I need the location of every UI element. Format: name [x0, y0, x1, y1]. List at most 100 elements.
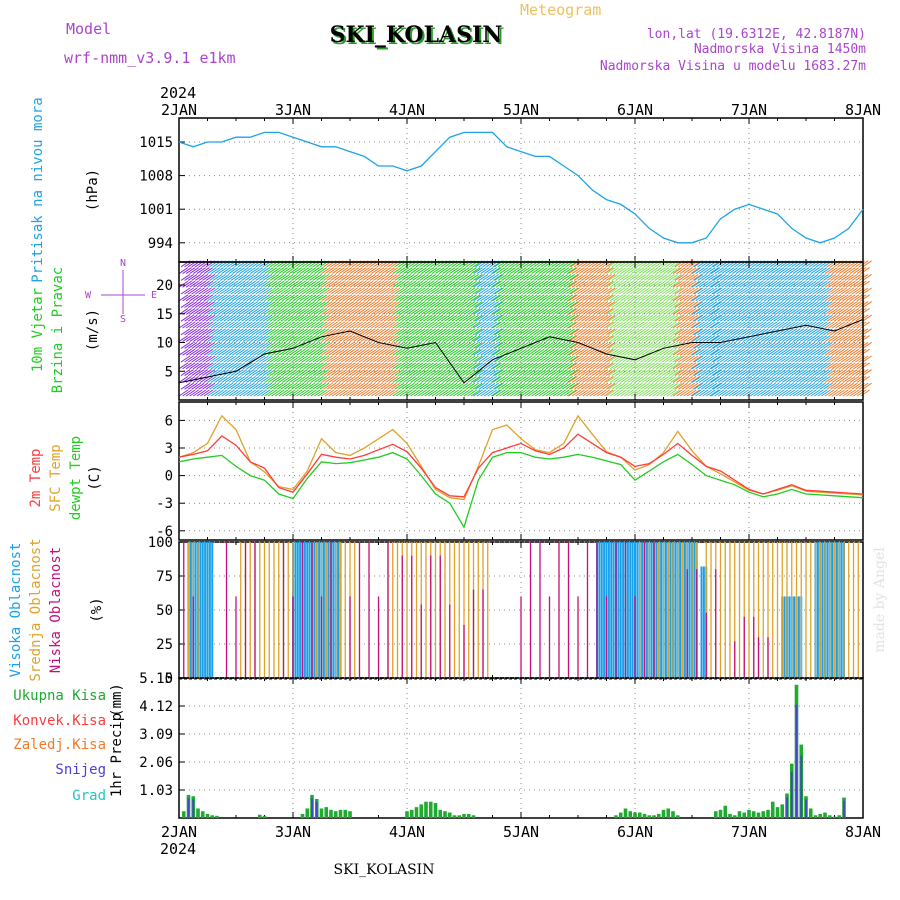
wind-barb [851, 369, 862, 377]
wind-barb [769, 301, 780, 309]
wind-barb [506, 389, 517, 397]
wind-barb [491, 362, 501, 370]
year-top: 2024 [160, 84, 196, 102]
wind-barb [230, 301, 241, 309]
wind-barb [575, 267, 585, 275]
wind-barb [223, 355, 234, 363]
wind-barb [838, 348, 849, 356]
wind-barb [515, 287, 526, 295]
wind-barb [828, 280, 838, 288]
wind-barb [522, 314, 533, 322]
wind-barb [605, 273, 616, 281]
wind-barb [184, 382, 194, 390]
wind-barb [440, 341, 451, 349]
wind-barb [608, 314, 618, 322]
wind-barb [473, 389, 483, 397]
wind-barb [365, 382, 376, 390]
wind-barb [670, 362, 680, 370]
wind-barb [544, 355, 554, 363]
wind-barb [428, 389, 438, 397]
wind-barb [388, 294, 399, 302]
wind-barb [365, 287, 376, 295]
wind-barb [744, 341, 755, 349]
wind-barb [678, 314, 688, 322]
wind-barb [346, 375, 356, 383]
wind-barb [728, 362, 739, 370]
wind-barb [778, 280, 788, 288]
wind-barb [460, 362, 470, 370]
wind-barb [303, 307, 313, 315]
wind-barb [580, 328, 591, 336]
wind-barb [561, 369, 572, 377]
wind-barb [598, 328, 609, 336]
wind-barb [789, 375, 799, 383]
wind-barb [266, 314, 276, 322]
wind-barb [358, 382, 369, 390]
wind-barb [803, 267, 813, 275]
y-tick-label: 5 [165, 364, 173, 380]
wind-barb [577, 314, 587, 322]
wind-barb [420, 335, 431, 343]
wind-barb [274, 375, 285, 383]
wind-barb [549, 267, 559, 275]
wind-barb [330, 273, 340, 281]
wind-barb [264, 389, 274, 397]
wind-barb [299, 307, 310, 315]
wind-barb [326, 355, 337, 363]
wind-barb [274, 321, 285, 329]
wind-barb [596, 362, 607, 370]
wind-barb [276, 314, 287, 322]
wind-barb [578, 335, 589, 343]
wind-barb [595, 355, 605, 363]
wind-barb [707, 314, 718, 322]
wind-barb [759, 355, 769, 363]
wind-barb [257, 348, 267, 356]
wind-barb [342, 389, 353, 397]
wind-barb [749, 362, 760, 370]
wind-barb [831, 321, 842, 329]
wind-barb [387, 369, 397, 377]
wind-barb [780, 314, 790, 322]
wind-barb [799, 375, 810, 383]
wind-barb [526, 287, 536, 295]
wind-barb [519, 301, 529, 309]
wind-barb [219, 341, 230, 349]
wind-barb [835, 375, 845, 383]
wind-barb [262, 287, 273, 295]
wind-barb [676, 294, 686, 302]
wind-barb [620, 348, 631, 356]
wind-barb [508, 314, 519, 322]
wind-barb [710, 348, 721, 356]
wind-barb [776, 301, 787, 309]
wind-barb [196, 362, 207, 370]
wind-barb [367, 362, 378, 370]
wind-barb [412, 328, 422, 336]
wind-barb [310, 321, 321, 329]
wind-barb [702, 280, 712, 288]
wind-barb [504, 273, 515, 281]
wind-barb [271, 389, 281, 397]
wind-barb [472, 328, 483, 336]
wind-barb [723, 382, 733, 390]
wind-barb [650, 328, 661, 336]
wind-barb [467, 267, 477, 275]
wind-barb [237, 328, 248, 336]
wind-barb [445, 375, 456, 383]
precip-bar [257, 814, 262, 818]
wind-barb [178, 280, 189, 288]
wind-barb [602, 287, 612, 295]
wind-barb [851, 328, 862, 336]
wind-barb [620, 389, 631, 397]
wind-barb [267, 280, 278, 288]
wind-barb [584, 382, 595, 390]
wind-barb [670, 307, 680, 315]
wind-barb [641, 294, 652, 302]
wind-barb [180, 369, 191, 377]
wind-barb [314, 321, 324, 329]
wind-barb [207, 389, 217, 397]
wind-barb [721, 321, 731, 329]
pressure-ylabel: Pritisak na nivou mora [30, 97, 46, 282]
wind-barb [840, 328, 851, 336]
wind-barb [661, 301, 672, 309]
wind-barb [403, 321, 413, 329]
